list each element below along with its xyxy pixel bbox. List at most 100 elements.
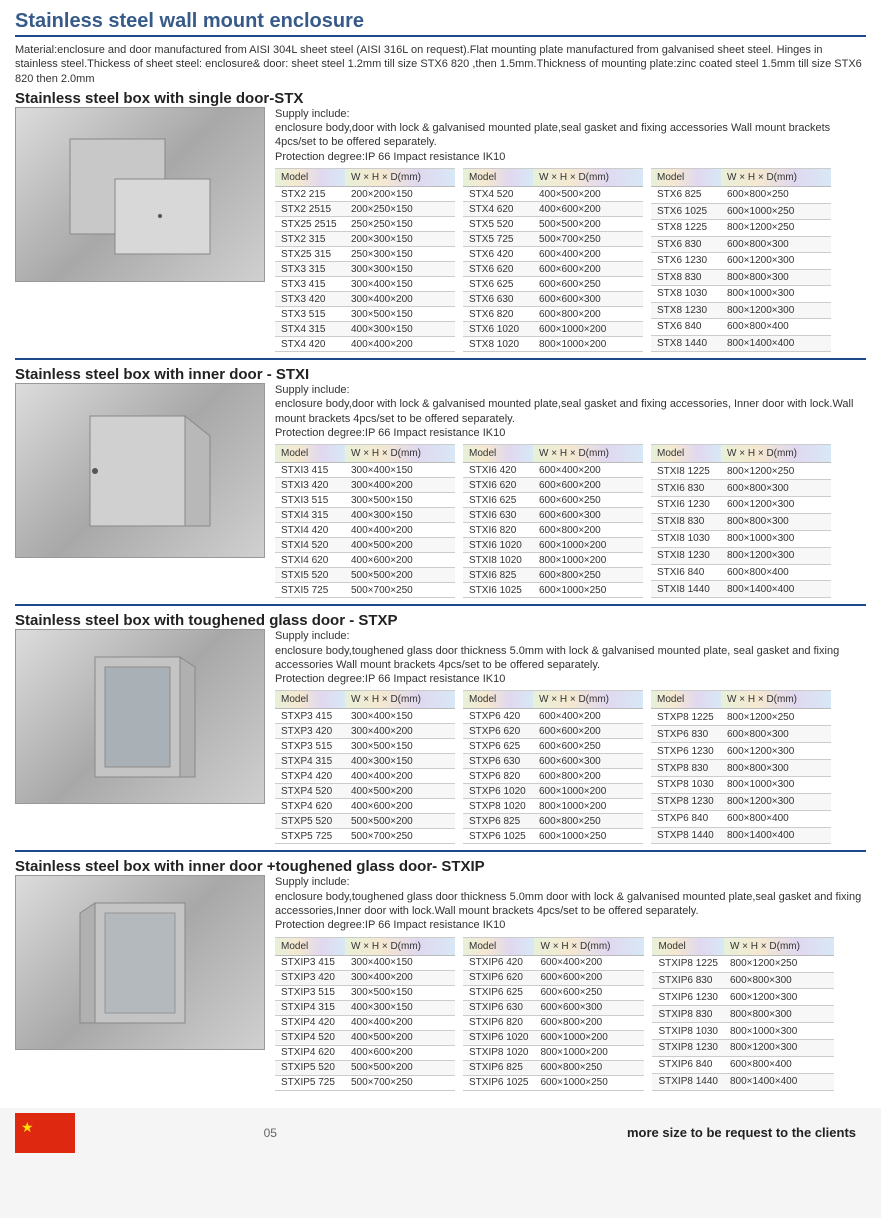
table-row: STXIP6 1020600×1000×200 — [463, 1030, 644, 1045]
table-row: STX2 2515200×250×150 — [275, 202, 455, 217]
table-row: STXI6 1230600×1200×300 — [651, 497, 831, 514]
cell-dim: 800×1200×300 — [721, 547, 831, 564]
cell-model: STXI4 315 — [275, 508, 345, 523]
cell-model: STXP6 1020 — [463, 784, 533, 799]
cell-model: STXP8 1230 — [651, 793, 721, 810]
cell-dim: 200×200×150 — [345, 187, 455, 202]
spec-table: ModelW × H × D(mm)STXP8 1225800×1200×250… — [651, 690, 831, 844]
table-row: STXIP8 1230800×1200×300 — [652, 1040, 833, 1057]
cell-model: STXP8 1440 — [651, 827, 721, 844]
cell-model: STXIP4 420 — [275, 1015, 345, 1030]
cell-model: STX2 215 — [275, 187, 345, 202]
cell-dim: 800×1000×300 — [724, 1023, 834, 1040]
table-row: STXI4 420400×400×200 — [275, 523, 455, 538]
table-row: STXP3 420300×400×200 — [275, 724, 455, 739]
cell-model: STXIP6 420 — [463, 955, 534, 970]
cell-model: STX4 315 — [275, 322, 345, 337]
header-dim: W × H × D(mm) — [721, 445, 831, 463]
spec-table: ModelW × H × D(mm)STXP6 420600×400×200ST… — [463, 690, 643, 844]
header-dim: W × H × D(mm) — [345, 691, 455, 709]
cell-model: STXP4 620 — [275, 799, 345, 814]
cell-model: STXIP8 1225 — [652, 955, 723, 972]
cell-model: STXIP6 1230 — [652, 989, 723, 1006]
cell-model: STX6 1230 — [651, 253, 721, 270]
cell-model: STX3 415 — [275, 277, 345, 292]
material-text: Material:enclosure and door manufactured… — [15, 43, 866, 86]
table-row: STXIP4 315400×300×150 — [275, 1000, 455, 1015]
cell-model: STXIP6 630 — [463, 1000, 534, 1015]
cell-model: STXP6 420 — [463, 709, 533, 724]
table-row: STXIP4 520400×500×200 — [275, 1030, 455, 1045]
cell-dim: 400×500×200 — [345, 538, 455, 553]
cell-model: STXP8 1030 — [651, 776, 721, 793]
cell-dim: 600×800×250 — [534, 1060, 644, 1075]
section: Supply include: enclosure body,toughened… — [15, 629, 866, 852]
header-dim: W × H × D(mm) — [345, 169, 455, 187]
table-row: STXI6 420600×400×200 — [463, 463, 643, 478]
cell-dim: 600×800×400 — [721, 319, 831, 336]
cell-dim: 800×1200×250 — [721, 463, 831, 480]
cell-dim: 600×800×250 — [721, 187, 831, 204]
table-row: STX8 1230800×1200×300 — [651, 302, 831, 319]
cell-dim: 600×400×200 — [534, 955, 644, 970]
table-row: STXI6 825600×800×250 — [463, 568, 643, 583]
table-row: STXP6 820600×800×200 — [463, 769, 643, 784]
table-row: STXIP6 820600×800×200 — [463, 1015, 644, 1030]
cell-dim: 600×600×250 — [533, 277, 643, 292]
cell-dim: 600×600×200 — [533, 262, 643, 277]
cell-dim: 600×400×200 — [533, 709, 643, 724]
cell-model: STX3 315 — [275, 262, 345, 277]
cell-model: STXI8 1225 — [651, 463, 721, 480]
cell-model: STXP6 1230 — [651, 743, 721, 760]
cell-model: STX4 420 — [275, 337, 345, 352]
cell-dim: 400×600×200 — [345, 799, 455, 814]
cell-dim: 500×500×200 — [345, 814, 455, 829]
table-row: STXIP6 830600×800×300 — [652, 972, 833, 989]
cell-dim: 800×1000×200 — [534, 1045, 644, 1060]
cell-dim: 600×600×250 — [533, 739, 643, 754]
cell-model: STXIP3 515 — [275, 985, 345, 1000]
cell-model: STXP6 825 — [463, 814, 533, 829]
cell-model: STXI8 1230 — [651, 547, 721, 564]
cell-model: STXP5 725 — [275, 829, 345, 844]
table-row: STX25 315250×300×150 — [275, 247, 455, 262]
cell-dim: 600×600×300 — [533, 754, 643, 769]
table-row: STXIP5 520500×500×200 — [275, 1060, 455, 1075]
spec-table: ModelW × H × D(mm)STX2 215200×200×150STX… — [275, 168, 455, 352]
cell-dim: 600×800×400 — [724, 1056, 834, 1073]
cell-model: STXIP4 315 — [275, 1000, 345, 1015]
table-row: STX6 625600×600×250 — [463, 277, 643, 292]
table-row: STXIP6 825600×800×250 — [463, 1060, 644, 1075]
cell-dim: 800×1000×300 — [721, 530, 831, 547]
cell-dim: 300×500×150 — [345, 985, 455, 1000]
spec-table: ModelW × H × D(mm)STXIP3 415300×400×150S… — [275, 937, 455, 1091]
section: Supply include: enclosure body,door with… — [15, 383, 866, 606]
cell-dim: 600×1200×300 — [724, 989, 834, 1006]
table-row: STX6 840600×800×400 — [651, 319, 831, 336]
table-row: STXI6 1020600×1000×200 — [463, 538, 643, 553]
cell-model: STX6 830 — [651, 236, 721, 253]
cell-model: STX4 520 — [463, 187, 533, 202]
cell-model: STXI6 630 — [463, 508, 533, 523]
table-row: STX8 830800×800×300 — [651, 269, 831, 286]
cell-dim: 300×500×150 — [345, 739, 455, 754]
section-title: Stainless steel box with inner door +tou… — [15, 858, 866, 875]
cell-model: STX6 840 — [651, 319, 721, 336]
cell-model: STXI6 820 — [463, 523, 533, 538]
cell-model: STX25 315 — [275, 247, 345, 262]
table-row: STXP8 1225800×1200×250 — [651, 709, 831, 726]
table-row: STX2 215200×200×150 — [275, 187, 455, 202]
cell-dim: 600×600×250 — [533, 493, 643, 508]
header-dim: W × H × D(mm) — [533, 445, 643, 463]
table-row: STXIP4 620400×600×200 — [275, 1045, 455, 1060]
cell-dim: 800×1000×200 — [533, 553, 643, 568]
cell-dim: 400×300×150 — [345, 322, 455, 337]
header-model: Model — [463, 445, 533, 463]
cell-dim: 400×400×200 — [345, 769, 455, 784]
table-row: STXIP8 830800×800×300 — [652, 1006, 833, 1023]
cell-model: STX6 1025 — [651, 203, 721, 220]
cell-dim: 200×300×150 — [345, 232, 455, 247]
table-row: STXIP6 1025600×1000×250 — [463, 1075, 644, 1090]
table-row: STXIP8 1440800×1400×400 — [652, 1073, 833, 1090]
cell-model: STX5 725 — [463, 232, 533, 247]
